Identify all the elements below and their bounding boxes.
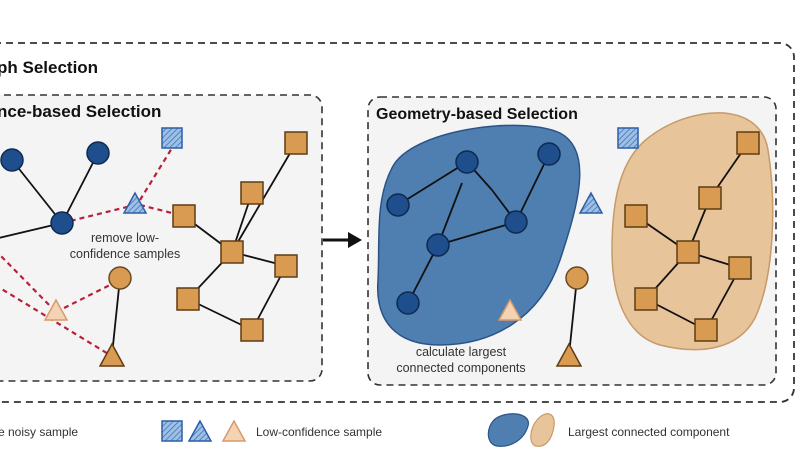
outer-title: ph Selection <box>0 58 98 77</box>
transition-arrow <box>323 232 362 248</box>
noisy-sample-triangle <box>122 191 148 214</box>
node <box>86 141 110 165</box>
legend-low-confidence-label: Low-confidence sample <box>256 425 382 439</box>
left-blue-nodes <box>0 141 110 235</box>
noisy-sample-triangle <box>578 191 604 214</box>
node <box>736 131 760 155</box>
node <box>220 240 244 264</box>
legend-low-confidence-triangle <box>221 419 247 442</box>
low-confidence-triangle <box>497 298 523 321</box>
left-panel: nce-based Selection <box>0 94 323 382</box>
right-panel-title: Geometry-based Selection <box>376 106 578 123</box>
largest-component-region-blue <box>377 124 581 346</box>
right-note-line-1: calculate largest <box>416 345 507 359</box>
right-blue-nodes <box>386 142 561 315</box>
legend: e noisy sample Low-confidence sample Lar… <box>0 413 730 447</box>
node <box>728 256 752 280</box>
left-panel-title: nce-based Selection <box>0 102 161 121</box>
right-panel: Geometry-based Selection <box>367 96 777 386</box>
legend-orange-region <box>530 413 555 447</box>
outer-frame <box>0 42 795 403</box>
node <box>386 193 410 217</box>
node <box>698 186 722 210</box>
node <box>240 181 264 205</box>
node <box>676 240 700 264</box>
node <box>555 342 583 367</box>
node <box>694 318 718 342</box>
legend-largest-component-label: Largest connected component <box>568 425 730 439</box>
node <box>284 131 308 155</box>
noisy-sample-square <box>617 127 639 149</box>
noisy-sample-square <box>161 127 183 149</box>
left-orange-squares <box>172 131 308 342</box>
node <box>455 150 479 174</box>
left-note-line-1: remove low- <box>91 231 159 245</box>
node <box>240 318 264 342</box>
node <box>50 211 74 235</box>
node <box>172 204 196 228</box>
node <box>0 148 24 172</box>
legend-noisy-square <box>161 420 183 442</box>
node <box>176 287 200 311</box>
left-panel-frame <box>0 94 323 382</box>
low-confidence-triangle <box>43 298 69 321</box>
node <box>537 142 561 166</box>
right-note-line-2: connected components <box>396 361 525 375</box>
node <box>396 291 420 315</box>
left-note-line-2: confidence samples <box>70 247 180 261</box>
node <box>274 254 298 278</box>
node <box>504 210 528 234</box>
node <box>624 204 648 228</box>
node <box>634 287 658 311</box>
legend-blue-region <box>487 413 529 447</box>
right-orange-squares <box>624 131 760 342</box>
node <box>108 266 132 290</box>
node <box>426 233 450 257</box>
node <box>565 266 589 290</box>
legend-noisy-label: e noisy sample <box>0 425 78 439</box>
node <box>98 342 126 367</box>
legend-noisy-triangle <box>187 419 213 442</box>
